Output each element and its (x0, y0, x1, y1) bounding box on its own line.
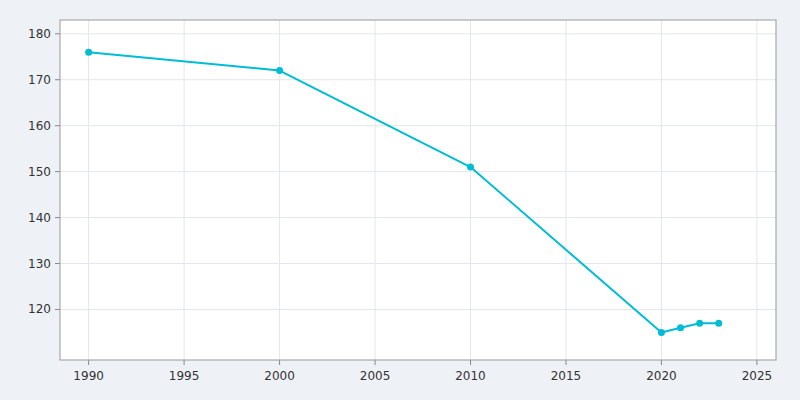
y-tick (55, 309, 60, 310)
y-grid-line (60, 217, 776, 218)
x-tick (661, 360, 662, 365)
point (276, 67, 283, 74)
x-tick-label: 2000 (264, 369, 295, 383)
y-tick (55, 217, 60, 218)
y-grid-line (60, 171, 776, 172)
grid (60, 20, 776, 360)
y-tick-label: 120 (28, 302, 51, 316)
plot-area (60, 20, 776, 360)
y-tick (55, 263, 60, 264)
y-grid-line (60, 263, 776, 264)
y-tick-label: 130 (28, 257, 51, 271)
y-grid-line (60, 309, 776, 310)
x-tick-label: 1990 (73, 369, 104, 383)
x-tick-label: 1995 (169, 369, 200, 383)
y-grid-line (60, 125, 776, 126)
axes: 1990 1995 2000 2005 2010 2015 2020 2025 120 130 14… (28, 27, 772, 383)
y-grid-line (60, 79, 776, 80)
y-tick (55, 33, 60, 34)
x-tick-label: 2005 (360, 369, 391, 383)
x-tick (279, 360, 280, 365)
x-tick (88, 360, 89, 365)
plot-frame (60, 20, 776, 360)
y-grid-line (60, 33, 776, 34)
chart-container: 1990 1995 2000 2005 2010 2015 2020 2025 120 130 14… (0, 0, 800, 400)
y-tick-label: 180 (28, 27, 51, 41)
y-tick-label: 170 (28, 73, 51, 87)
point (467, 164, 474, 171)
x-tick (756, 360, 757, 365)
x-tick-label: 2015 (551, 369, 582, 383)
x-tick-label: 2020 (646, 369, 677, 383)
y-tick (55, 79, 60, 80)
y-tick (55, 125, 60, 126)
line (89, 52, 719, 332)
y-tick (55, 171, 60, 172)
point (677, 324, 684, 331)
x-tick-label: 2010 (455, 369, 486, 383)
point (715, 320, 722, 327)
series (85, 49, 722, 336)
chart-svg: 1990 1995 2000 2005 2010 2015 2020 2025 120 130 14… (0, 0, 800, 400)
y-tick-label: 150 (28, 165, 51, 179)
x-tick-label: 2025 (742, 369, 773, 383)
point (85, 49, 92, 56)
y-tick-label: 140 (28, 211, 51, 225)
y-tick-label: 160 (28, 119, 51, 133)
point (696, 320, 703, 327)
x-tick (565, 360, 566, 365)
x-tick (375, 360, 376, 365)
point (658, 329, 665, 336)
x-tick (470, 360, 471, 365)
x-tick (184, 360, 185, 365)
